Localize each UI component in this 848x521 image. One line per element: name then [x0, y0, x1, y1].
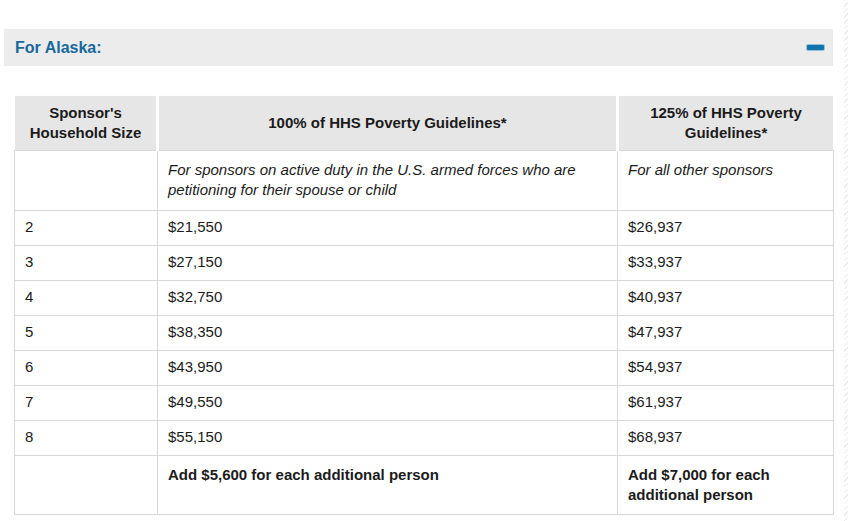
accordion-title: For Alaska: — [15, 39, 102, 57]
table-row: 3 $27,150 $33,937 — [15, 245, 834, 280]
table-row: 6 $43,950 $54,937 — [15, 350, 834, 385]
poverty-guidelines-table: Sponsor's Household Size 100% of HHS Pov… — [14, 95, 834, 515]
subheader-empty-cell — [15, 151, 158, 211]
accordion-collapse-button[interactable] — [802, 35, 828, 61]
subheader-125-percent: For all other sponsors — [618, 151, 834, 211]
header-100-percent: 100% of HHS Poverty Guidelines* — [158, 96, 618, 151]
cell-household-size: 5 — [15, 315, 158, 350]
table-subheader-row: For sponsors on active duty in the U.S. … — [15, 151, 834, 211]
cell-100-percent: $43,950 — [158, 350, 618, 385]
table-row: 2 $21,550 $26,937 — [15, 210, 834, 245]
cell-125-percent: $47,937 — [618, 315, 834, 350]
cell-household-size: 8 — [15, 420, 158, 455]
cell-100-percent: $38,350 — [158, 315, 618, 350]
cell-125-percent: $33,937 — [618, 245, 834, 280]
cell-household-size: 2 — [15, 210, 158, 245]
cell-125-percent: $26,937 — [618, 210, 834, 245]
cell-household-size: 4 — [15, 280, 158, 315]
cell-household-size: 7 — [15, 385, 158, 420]
footer-100-percent: Add $5,600 for each additional person — [158, 455, 618, 515]
cell-100-percent: $21,550 — [158, 210, 618, 245]
footer-empty-cell — [15, 455, 158, 515]
cell-household-size: 3 — [15, 245, 158, 280]
cell-125-percent: $61,937 — [618, 385, 834, 420]
cell-125-percent: $40,937 — [618, 280, 834, 315]
table-row: 5 $38,350 $47,937 — [15, 315, 834, 350]
accordion-header-alaska[interactable]: For Alaska: — [4, 29, 833, 66]
subheader-100-percent: For sponsors on active duty in the U.S. … — [158, 151, 618, 211]
page-edge-decoration — [844, 0, 848, 521]
header-125-percent: 125% of HHS Poverty Guidelines* — [618, 96, 834, 151]
cell-100-percent: $49,550 — [158, 385, 618, 420]
table-row: 7 $49,550 $61,937 — [15, 385, 834, 420]
cell-100-percent: $27,150 — [158, 245, 618, 280]
cell-100-percent: $32,750 — [158, 280, 618, 315]
table-row: 8 $55,150 $68,937 — [15, 420, 834, 455]
cell-100-percent: $55,150 — [158, 420, 618, 455]
cell-household-size: 6 — [15, 350, 158, 385]
footer-125-percent: Add $7,000 for each additional person — [618, 455, 834, 515]
minus-icon — [807, 45, 824, 50]
cell-125-percent: $68,937 — [618, 420, 834, 455]
cell-125-percent: $54,937 — [618, 350, 834, 385]
table-header-row: Sponsor's Household Size 100% of HHS Pov… — [15, 96, 834, 151]
table-row: 4 $32,750 $40,937 — [15, 280, 834, 315]
table-footer-row: Add $5,600 for each additional person Ad… — [15, 455, 834, 515]
header-household-size: Sponsor's Household Size — [15, 96, 158, 151]
